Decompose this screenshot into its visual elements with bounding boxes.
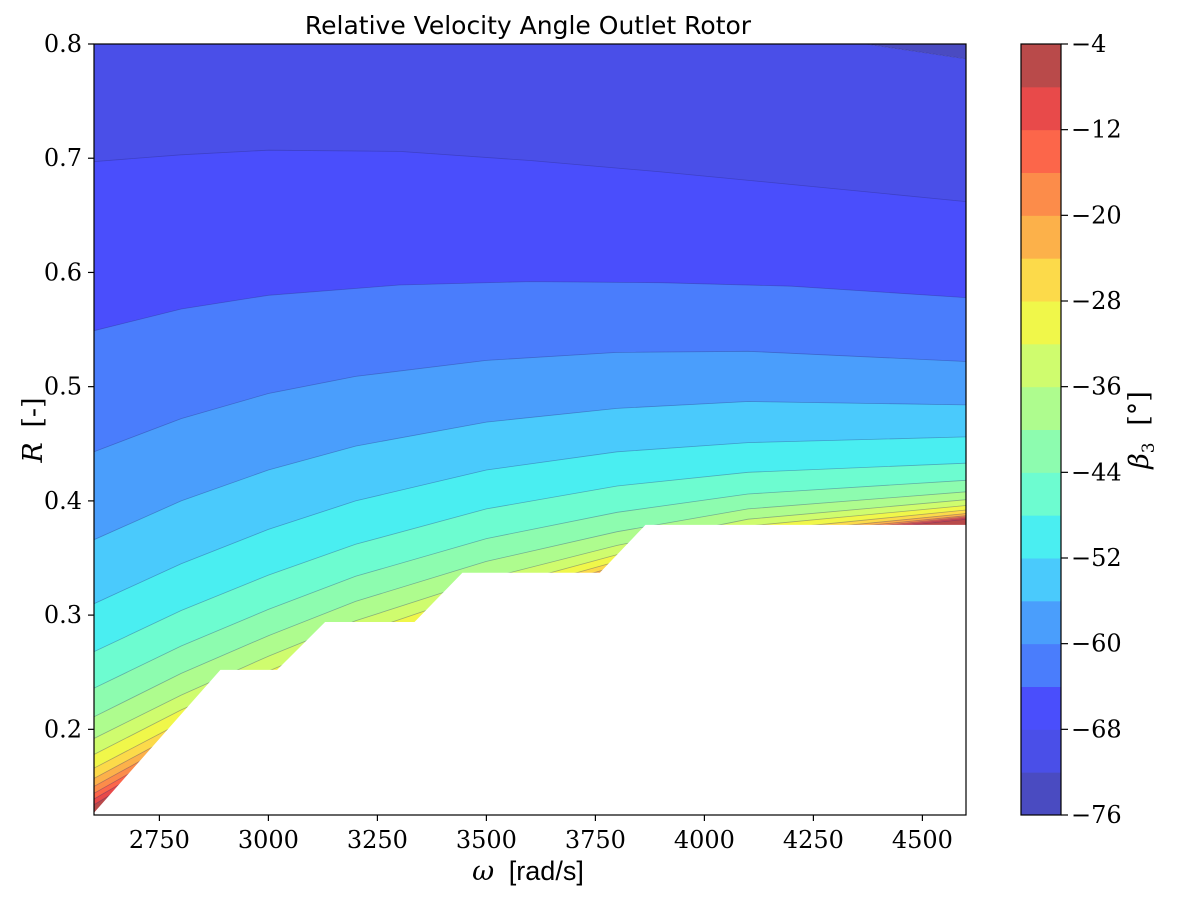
colorbar-segment xyxy=(1021,729,1061,773)
colorbar-segment xyxy=(1021,772,1061,816)
colorbar-segment xyxy=(1021,215,1061,259)
colorbar-segment xyxy=(1021,301,1061,345)
colorbar-segment xyxy=(1021,686,1061,730)
colorbar-frame xyxy=(1020,43,1062,816)
colorbar-tick-label: −12 xyxy=(1071,116,1122,144)
contour-line xyxy=(94,401,966,541)
colorbar-tick-label: −68 xyxy=(1071,715,1122,743)
colorbar-tick-label: −52 xyxy=(1071,544,1122,572)
y-axis: 0.2 0.3 0.4 0.5 0.6 0.7 0.8 xyxy=(44,30,94,743)
x-tick-label: 3750 xyxy=(565,826,626,854)
contour-line xyxy=(94,149,966,202)
colorbar-segment xyxy=(1021,172,1061,216)
contour-line xyxy=(94,491,966,718)
colorbar-segment xyxy=(1021,343,1061,388)
colorbar-segment xyxy=(1021,86,1061,131)
y-tick-label: 0.2 xyxy=(44,715,82,743)
y-tick-label: 0.7 xyxy=(44,144,82,172)
colorbar-segment xyxy=(1021,515,1061,559)
colorbar-segment xyxy=(1021,129,1061,173)
x-tick-label: 2750 xyxy=(129,826,190,854)
contour-line xyxy=(94,281,966,332)
x-tick-label: 4500 xyxy=(892,826,953,854)
masked-region xyxy=(94,524,966,815)
contour-line xyxy=(94,499,966,739)
y-tick-label: 0.5 xyxy=(44,373,82,401)
colorbar-segment xyxy=(1021,429,1061,473)
plot-area xyxy=(94,44,966,815)
colorbar-segment xyxy=(1021,386,1061,430)
y-tick-label: 0.6 xyxy=(44,258,82,286)
colorbar-segment xyxy=(1021,472,1061,516)
colorbar-tick-label: −76 xyxy=(1071,801,1122,829)
colorbar-segment xyxy=(1021,600,1061,645)
contour-line xyxy=(94,462,966,653)
x-tick-label: 3250 xyxy=(347,826,408,854)
y-tick-label: 0.8 xyxy=(44,30,82,58)
colorbar-segment xyxy=(1021,44,1061,88)
x-tick-label: 4000 xyxy=(674,826,735,854)
x-tick-label: 3500 xyxy=(456,826,517,854)
x-tick-label: 4250 xyxy=(783,826,844,854)
contour-line xyxy=(94,350,966,453)
plot-frame xyxy=(93,43,967,816)
colorbar-tick-label: −20 xyxy=(1071,201,1122,229)
y-tick-label: 0.3 xyxy=(44,601,82,629)
colorbar-segment xyxy=(1021,558,1061,602)
contour-line xyxy=(94,436,966,605)
chart-title: Relative Velocity Angle Outlet Rotor xyxy=(305,11,752,40)
x-axis-label: ω [rad/s] xyxy=(472,856,584,887)
colorbar-label: β3 [°] xyxy=(1124,391,1161,470)
colorbar-segment xyxy=(1021,258,1061,302)
colorbar xyxy=(1021,44,1061,816)
y-axis-label: R [-] xyxy=(18,397,49,463)
y-tick-label: 0.4 xyxy=(44,487,82,515)
contour-line xyxy=(865,44,966,60)
colorbar-tick-label: −36 xyxy=(1071,373,1122,401)
x-axis: 2750 3000 3250 3500 3750 4000 4250 4500 xyxy=(129,815,953,854)
contour-line xyxy=(94,479,966,689)
colorbar-tick-label: −60 xyxy=(1071,630,1122,658)
colorbar-segment xyxy=(1021,643,1061,687)
contour-band xyxy=(865,44,966,59)
x-tick-label: 3000 xyxy=(238,826,299,854)
colorbar-tick-label: −4 xyxy=(1071,30,1106,58)
colorbar-tick-label: −44 xyxy=(1071,458,1122,486)
colorbar-ticks: −76 −68 −60 −52 −44 −36 −28 −20 −12 −4 xyxy=(1061,30,1122,829)
colorbar-tick-label: −28 xyxy=(1071,287,1122,315)
